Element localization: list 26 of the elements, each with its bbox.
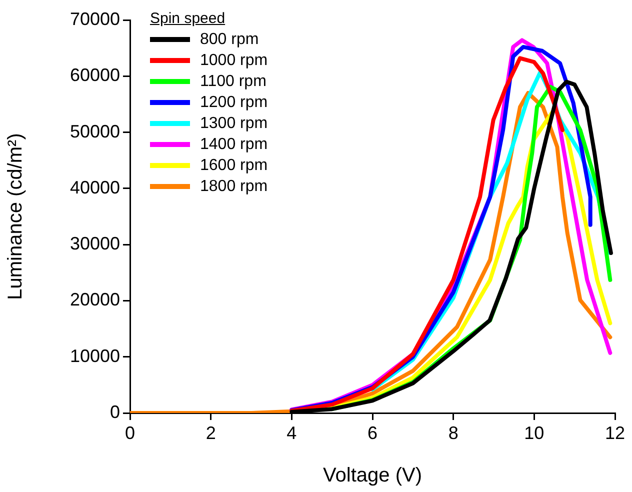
x-axis-title: Voltage (V) <box>323 464 422 487</box>
legend-label: 1100 rpm <box>200 72 266 92</box>
y-tick-label: 70000 <box>70 8 120 29</box>
legend-label: 1200 rpm <box>200 93 268 113</box>
x-tick-label: 4 <box>286 422 297 443</box>
x-tick-label: 12 <box>604 422 626 443</box>
legend-label: 800 rpm <box>200 30 259 50</box>
legend-label: 1400 rpm <box>200 135 268 155</box>
y-tick-label: 0 <box>110 402 120 422</box>
y-axis-title: Luminance (cd/m²) <box>4 133 27 300</box>
x-tick-label: 6 <box>367 422 378 443</box>
legend-label: 1600 rpm <box>200 156 268 176</box>
x-tick-label: 2 <box>206 422 216 443</box>
y-tick-label: 50000 <box>70 121 120 142</box>
x-tick-label: 8 <box>448 422 458 443</box>
legend-label: 1300 rpm <box>200 114 268 134</box>
y-tick-label: 60000 <box>70 65 120 86</box>
legend-label: 1000 rpm <box>200 51 268 71</box>
x-tick-label: 0 <box>124 422 136 443</box>
y-tick-label: 10000 <box>70 346 120 366</box>
y-tick-label: 30000 <box>70 234 120 254</box>
legend-label: 1800 rpm <box>200 177 268 197</box>
x-tick-label: 10 <box>524 422 544 443</box>
y-tick-label: 40000 <box>70 177 120 198</box>
legend-title: Spin speed <box>150 9 226 29</box>
y-tick-label: 20000 <box>70 290 120 310</box>
